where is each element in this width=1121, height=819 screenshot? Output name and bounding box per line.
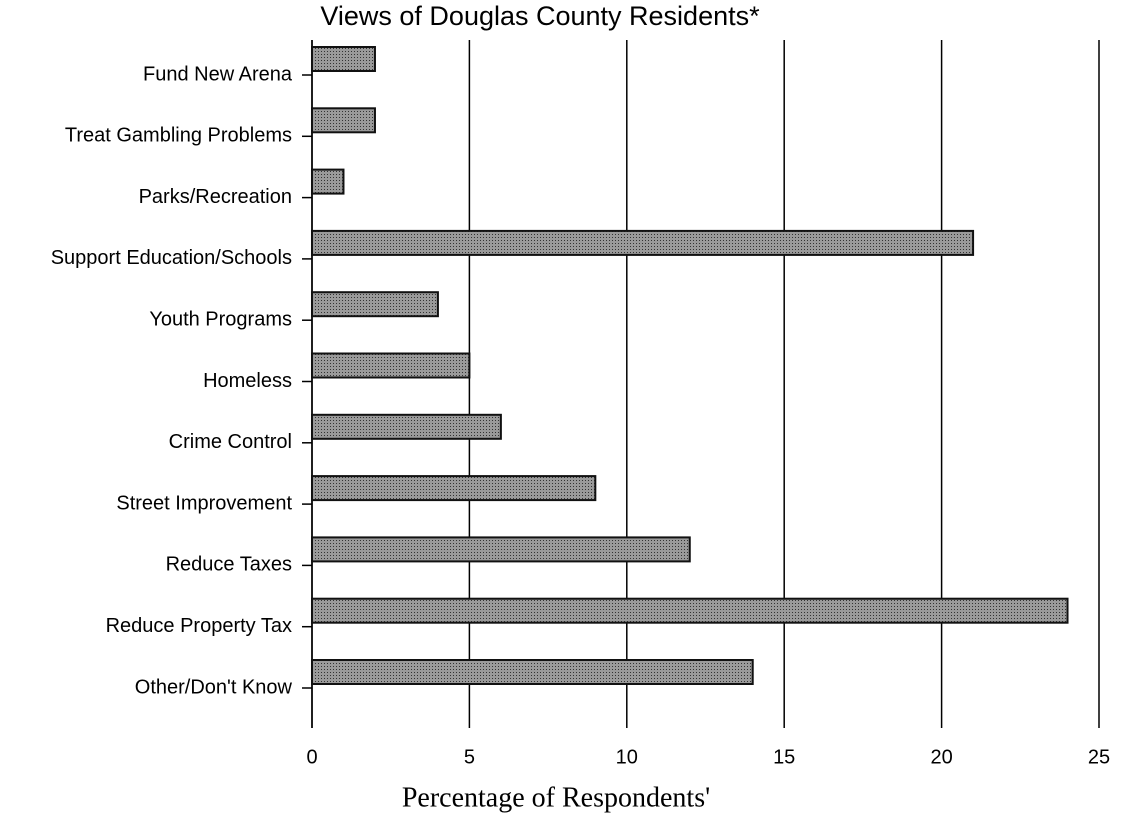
- y-tick-label: Street Improvement: [116, 492, 292, 514]
- y-tick-label: Youth Programs: [149, 308, 292, 330]
- bar: [311, 659, 754, 685]
- bar: [311, 597, 1069, 624]
- bar: [311, 291, 439, 318]
- y-tick-label: Support Education/Schools: [51, 247, 292, 269]
- bar: [311, 46, 376, 72]
- bar: [311, 107, 376, 134]
- x-tick-label: 25: [1088, 746, 1110, 768]
- x-tick-label: 15: [773, 746, 795, 768]
- y-tick-label: Homeless: [203, 370, 292, 392]
- x-tick-label: 20: [930, 746, 952, 768]
- chart-title: Views of Douglas County Residents*: [320, 1, 760, 31]
- bar: [311, 352, 471, 379]
- y-tick-label: Crime Control: [169, 431, 292, 453]
- bar: [311, 168, 345, 195]
- x-tick-label: 5: [464, 746, 475, 768]
- y-tick-label: Reduce Taxes: [166, 554, 292, 576]
- y-tick-label: Parks/Recreation: [139, 186, 292, 208]
- y-tick-label: Treat Gambling Problems: [65, 125, 292, 147]
- y-tick-label: Reduce Property Tax: [106, 615, 292, 637]
- bar: [311, 475, 597, 502]
- bar: [311, 413, 502, 440]
- bar: [311, 229, 975, 256]
- x-axis-label: Percentage of Respondents': [402, 782, 710, 813]
- x-tick-label: 10: [616, 746, 638, 768]
- y-tick-label: Fund New Arena: [143, 63, 293, 85]
- bar: [311, 536, 691, 563]
- x-tick-label: 0: [306, 746, 317, 768]
- y-tick-label: Other/Don't Know: [135, 676, 293, 698]
